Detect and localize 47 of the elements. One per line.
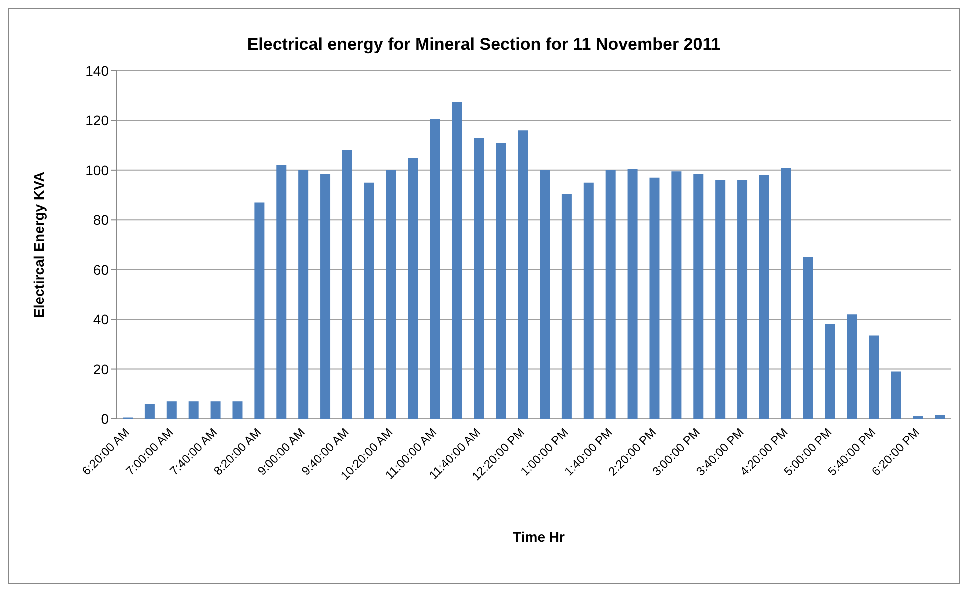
bar [518,130,528,419]
bar [672,172,682,419]
bar [825,324,836,419]
bar [716,180,726,419]
bar [210,402,221,419]
x-axis-title: Time Hr [512,529,566,545]
bar [759,175,770,419]
bar [562,194,572,419]
bar [628,169,638,419]
bar [891,372,902,419]
y-tick-label: 20 [93,361,110,378]
bar [606,170,616,419]
bar [320,174,331,419]
y-axis-title: Electircal Energy KVA [30,172,47,318]
bar [386,170,396,419]
bar [803,257,814,419]
bar [298,170,309,419]
y-tick-label: 80 [93,212,110,228]
bar [166,402,177,419]
bar [232,402,243,419]
bar [474,138,484,419]
bar [364,182,374,419]
y-tick-label: 100 [86,162,110,178]
bar [144,404,155,419]
y-tick-label: 60 [93,262,110,278]
bar [452,102,462,419]
bar [254,202,265,419]
bar [650,178,660,419]
bar [694,174,704,419]
bar [869,336,880,419]
bar [430,119,440,419]
bar [408,158,418,419]
bar [781,168,792,419]
y-tick-label: 140 [86,62,110,79]
bar [496,143,506,419]
bar [276,165,287,419]
y-tick-label: 120 [86,112,110,129]
bar [935,415,946,419]
bar [847,314,858,419]
bar [540,170,550,419]
y-tick-label: 40 [93,312,110,328]
y-tick-label: 0 [101,410,110,427]
bar [188,402,199,419]
bar [342,150,352,419]
bar [738,180,748,419]
bar [584,182,594,419]
chart-title: Electrical energy for Mineral Section for 11 November 2011 [246,35,722,55]
